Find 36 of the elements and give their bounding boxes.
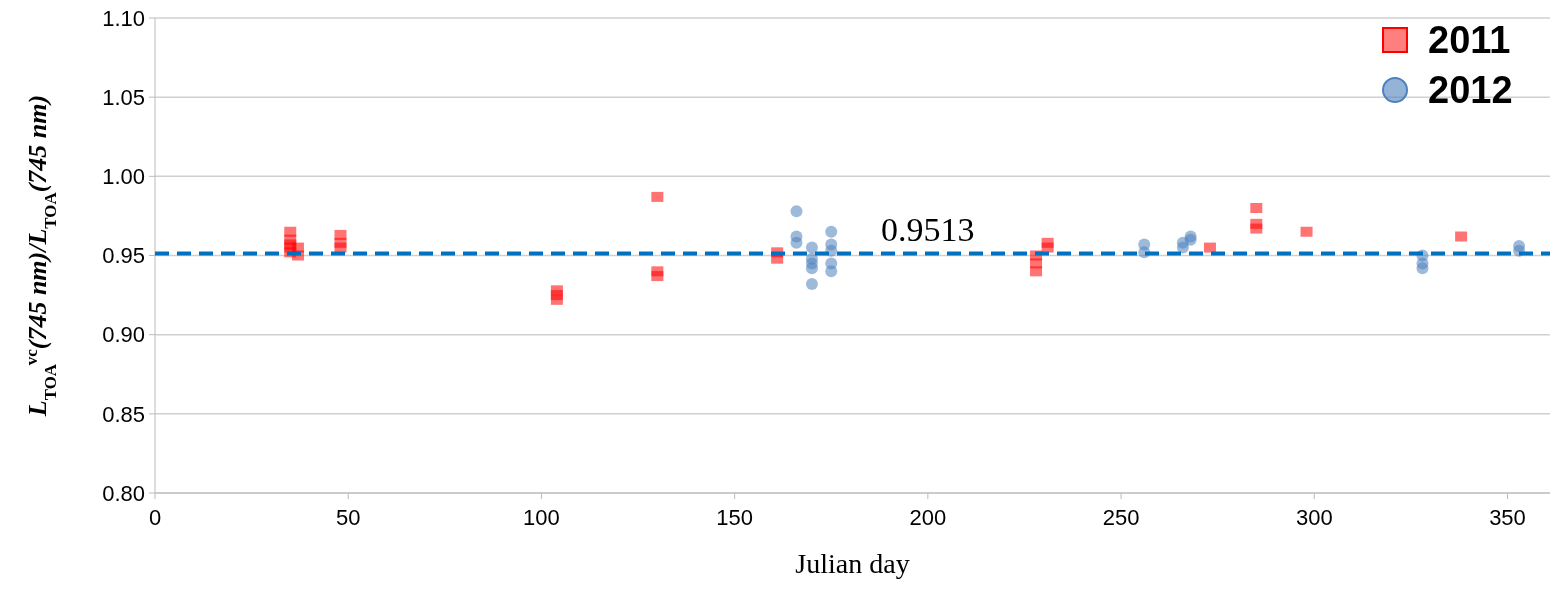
x-tick-label: 200 <box>909 505 947 530</box>
ref-line-label: 0.9513 <box>881 211 975 249</box>
point <box>1300 226 1313 237</box>
point <box>1250 223 1263 234</box>
x-tick-label: 100 <box>523 505 560 530</box>
y-tick-label: 1.00 <box>102 164 145 190</box>
point <box>1203 242 1216 253</box>
point <box>1416 262 1429 275</box>
y-tick-label: 1.05 <box>102 84 145 110</box>
point <box>825 265 838 278</box>
point <box>805 262 818 275</box>
point <box>790 236 803 249</box>
point <box>805 241 818 254</box>
y-tick-label: 0.90 <box>102 322 145 348</box>
y-tick-label: 0.95 <box>102 243 145 269</box>
x-tick-label: 250 <box>1102 505 1140 530</box>
point <box>1455 231 1468 242</box>
y-tick-label: 0.85 <box>102 401 145 427</box>
x-tick-label: 350 <box>1489 505 1526 530</box>
point <box>825 225 838 238</box>
point <box>1030 266 1043 277</box>
point <box>790 205 803 218</box>
x-tick-label: 300 <box>1295 505 1333 530</box>
x-axis-title: Julian day <box>795 548 910 579</box>
y-tick-label: 0.80 <box>102 480 145 506</box>
legend-label: 2011 <box>1428 19 1511 62</box>
x-tick-label: 0 <box>148 505 162 530</box>
point <box>805 278 818 290</box>
y-tick-label: 1.10 <box>102 5 145 31</box>
point <box>651 271 664 282</box>
x-tick-label: 150 <box>716 505 753 530</box>
point <box>651 191 664 202</box>
point <box>550 294 563 305</box>
x-tick-label: 50 <box>335 505 361 530</box>
legend-label: 2012 <box>1428 69 1513 112</box>
point <box>1250 203 1263 213</box>
